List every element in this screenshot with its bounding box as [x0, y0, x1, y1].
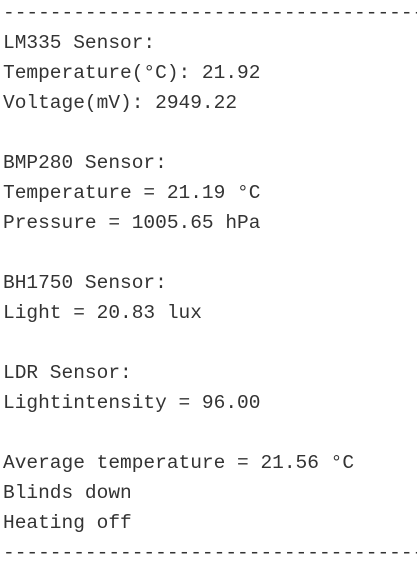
serial-monitor-output: ----------------------------------------…: [3, 0, 417, 568]
average-temperature: Average temperature = 21.56 °C: [3, 452, 355, 474]
blank-line: [3, 328, 417, 358]
lm335-heading: LM335 Sensor:: [3, 32, 156, 54]
bmp280-temperature: Temperature = 21.19 °C: [3, 182, 261, 204]
blinds-status: Blinds down: [3, 482, 132, 504]
blank-line: [3, 118, 417, 148]
bmp280-heading: BMP280 Sensor:: [3, 152, 167, 174]
lm335-voltage: Voltage(mV): 2949.22: [3, 92, 238, 114]
heating-status: Heating off: [3, 512, 132, 534]
ldr-intensity: Lightintensity = 96.00: [3, 392, 261, 414]
bmp280-pressure: Pressure = 1005.65 hPa: [3, 212, 261, 234]
separator-line-bottom: ----------------------------------------: [3, 542, 417, 564]
lm335-temperature: Temperature(°C): 21.92: [3, 62, 261, 84]
separator-line-top: ----------------------------------------: [3, 2, 417, 24]
blank-line: [3, 238, 417, 268]
ldr-heading: LDR Sensor:: [3, 362, 132, 384]
bh1750-heading: BH1750 Sensor:: [3, 272, 167, 294]
blank-line: [3, 418, 417, 448]
bh1750-light: Light = 20.83 lux: [3, 302, 202, 324]
